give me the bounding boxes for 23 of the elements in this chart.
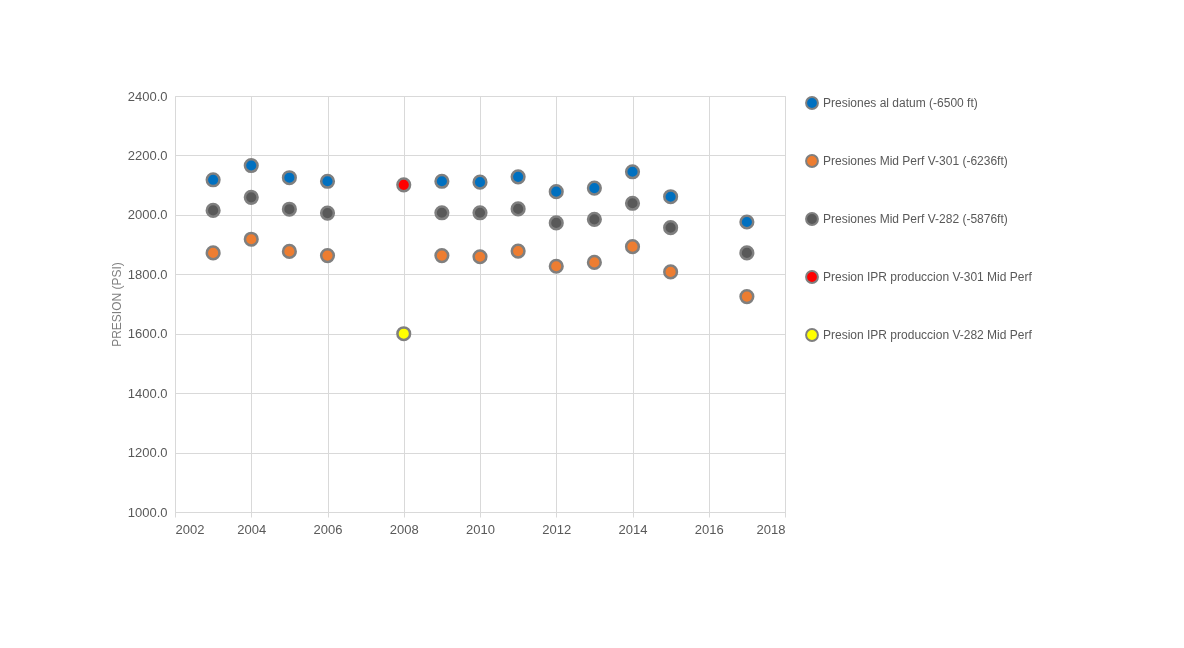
x-tick-label: 2002: [175, 521, 205, 537]
y-tick-label: 1000.0: [127, 504, 168, 520]
legend-label: Presion IPR produccion V-301 Mid Perf: [823, 270, 1033, 284]
x-tick-label: 2010: [466, 521, 495, 537]
x-tick-label: 2004: [237, 521, 267, 537]
y-tick-label: 1200.0: [127, 445, 168, 461]
legend-label: Presiones Mid Perf V-301 (-6236ft): [823, 154, 1008, 168]
x-tick-label: 2008: [389, 521, 419, 537]
y-tick-label: 2400.0: [127, 88, 168, 104]
y-axis-title: PRESION (PSI): [109, 262, 124, 347]
legend-label: Presiones Mid Perf V-282 (-5876ft): [823, 212, 1008, 226]
legend-label: Presion IPR produccion V-282 Mid Perf: [823, 328, 1033, 342]
y-tick-label: 1400.0: [127, 385, 168, 401]
x-tick-label: 2012: [542, 521, 572, 537]
x-tick-label: 2014: [618, 521, 648, 537]
y-tick-label: 1600.0: [127, 326, 168, 342]
x-tick-label: 2018: [756, 521, 786, 537]
x-tick-label: 2006: [313, 521, 343, 537]
legend-label: Presiones al datum (-6500 ft): [823, 96, 978, 110]
y-tick-label: 2200.0: [127, 147, 168, 163]
x-tick-label: 2016: [694, 521, 724, 537]
y-tick-label: 1800.0: [127, 266, 168, 282]
y-tick-label: 2000.0: [127, 207, 168, 223]
